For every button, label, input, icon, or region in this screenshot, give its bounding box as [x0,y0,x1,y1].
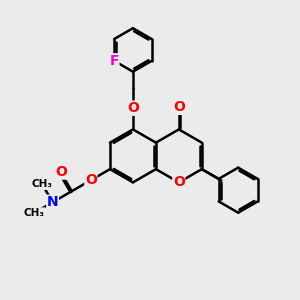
Text: CH₃: CH₃ [32,179,53,189]
Text: O: O [85,173,97,187]
Text: O: O [55,165,67,179]
Text: O: O [127,101,139,115]
Text: O: O [173,176,185,189]
Text: F: F [110,54,119,68]
Text: N: N [47,195,58,209]
Text: O: O [173,100,185,114]
Text: CH₃: CH₃ [24,208,45,218]
